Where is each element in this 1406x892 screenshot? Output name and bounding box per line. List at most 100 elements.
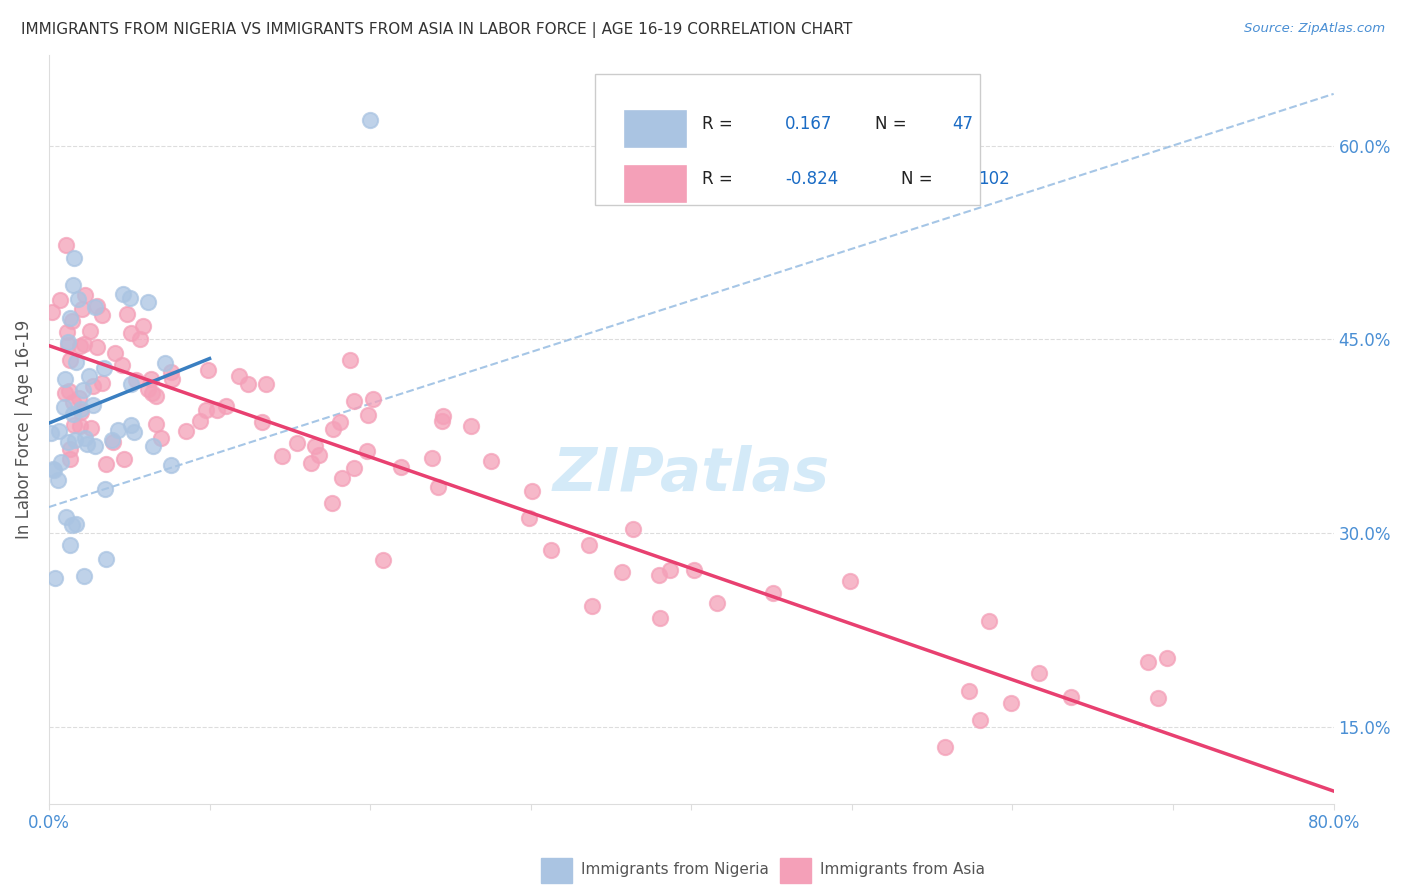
Point (122, 425, 145, 439)
Point (42, 462, 65, 476)
Point (254, 376, 277, 391)
Text: N =: N = (901, 169, 938, 187)
Point (56, 325, 79, 339)
Point (359, 112, 381, 127)
Point (520, 483, 543, 498)
Point (73, 431, 96, 445)
Point (63, 418, 86, 433)
Point (91, 376, 114, 390)
Point (72, 336, 94, 351)
Point (427, 480, 450, 494)
Point (44, 463, 66, 477)
Text: ZIPatlas: ZIPatlas (553, 445, 830, 504)
Point (578, 538, 600, 552)
Point (252, 415, 274, 429)
Point (62, 395, 84, 409)
Point (72, 383, 94, 397)
Point (86, 299, 108, 313)
Point (357, 408, 380, 422)
Point (162, 372, 184, 386)
Point (1060, 690, 1083, 704)
Text: N =: N = (875, 115, 912, 133)
Text: IMMIGRANTS FROM NIGERIA VS IMMIGRANTS FROM ASIA IN LABOR FORCE | AGE 16-19 CORRE: IMMIGRANTS FROM NIGERIA VS IMMIGRANTS FR… (21, 22, 852, 38)
Point (60, 314, 83, 328)
Point (73, 569, 96, 583)
Point (86, 340, 108, 354)
Point (1000, 697, 1022, 711)
Point (55, 238, 77, 252)
Point (343, 460, 366, 475)
Point (197, 363, 219, 377)
Point (205, 403, 228, 417)
Point (658, 564, 681, 578)
Point (271, 449, 294, 463)
Point (969, 713, 991, 727)
Point (55, 510, 77, 524)
Point (91, 308, 114, 322)
Point (65, 517, 87, 532)
Point (120, 376, 142, 391)
Point (373, 552, 395, 566)
Text: -0.824: -0.824 (785, 169, 838, 187)
Point (142, 439, 165, 453)
Point (132, 318, 155, 333)
Point (53, 386, 76, 401)
Point (1028, 665, 1050, 680)
Point (62, 277, 84, 292)
Point (69, 418, 91, 433)
Point (432, 409, 454, 423)
Point (55, 372, 77, 386)
Point (762, 586, 785, 600)
Point (155, 356, 177, 370)
Point (322, 422, 344, 436)
Point (59, 310, 82, 325)
Point (145, 389, 167, 403)
Point (228, 369, 250, 384)
Point (420, 450, 443, 465)
Point (56, 435, 79, 450)
Point (82, 398, 104, 412)
FancyBboxPatch shape (624, 166, 686, 202)
Point (308, 448, 330, 462)
Point (62, 252, 84, 266)
Text: R =: R = (702, 115, 738, 133)
Point (934, 740, 956, 755)
Point (115, 307, 138, 321)
Point (101, 434, 124, 448)
Point (682, 563, 704, 577)
Point (94, 482, 117, 496)
Point (93, 361, 115, 376)
Point (160, 458, 183, 472)
Point (174, 425, 197, 439)
Point (65, 433, 87, 447)
Point (479, 454, 502, 468)
Point (111, 358, 134, 372)
Point (141, 385, 163, 400)
Point (77, 368, 100, 383)
Point (977, 614, 1000, 628)
Point (59, 442, 82, 456)
Point (339, 353, 361, 368)
Point (76, 436, 98, 450)
Point (69, 405, 91, 419)
Point (304, 439, 326, 453)
Point (60, 517, 83, 532)
Point (195, 403, 218, 417)
Point (1147, 690, 1170, 705)
Point (299, 456, 322, 470)
Point (581, 599, 603, 614)
Point (1136, 656, 1159, 670)
Point (460, 419, 482, 434)
Point (139, 372, 162, 386)
Point (343, 394, 366, 409)
Point (128, 332, 150, 346)
Point (124, 373, 146, 387)
Text: 0.167: 0.167 (785, 115, 832, 133)
Text: 102: 102 (977, 169, 1010, 187)
Text: R =: R = (702, 169, 738, 187)
Point (41, 305, 63, 319)
Point (517, 510, 540, 524)
FancyBboxPatch shape (595, 74, 980, 205)
Point (838, 574, 860, 589)
Point (321, 495, 343, 509)
